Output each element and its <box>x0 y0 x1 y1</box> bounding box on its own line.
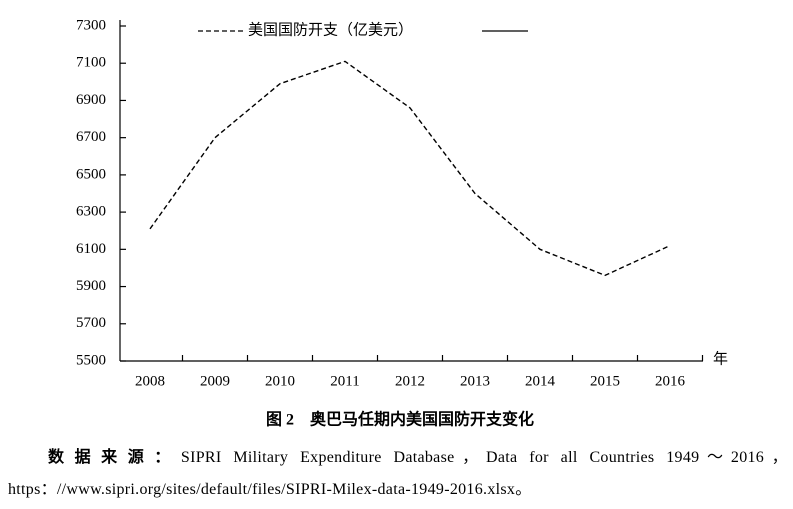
y-tick-label: 5900 <box>76 278 106 294</box>
x-tick-label: 2016 <box>655 373 686 389</box>
source-note: 数据来源：SIPRI Military Expenditure Database… <box>8 442 788 506</box>
y-tick-label: 6900 <box>76 92 106 108</box>
y-tick-label: 5700 <box>76 315 106 331</box>
caption: 图 2 奥巴马任期内美国国防开支变化 <box>266 410 534 429</box>
x-tick-label: 2012 <box>395 373 425 389</box>
y-tick-label: 6500 <box>76 166 106 182</box>
x-tick-label: 2010 <box>265 373 295 389</box>
x-tick-label: 2008 <box>135 373 165 389</box>
x-tick-label: 2011 <box>330 373 359 389</box>
y-tick-label: 7100 <box>76 55 106 71</box>
x-axis-label: 年 <box>713 350 728 367</box>
x-tick-label: 2015 <box>590 373 620 389</box>
x-tick-label: 2013 <box>460 373 490 389</box>
note-text: SIPRI Military Expenditure Database，Data… <box>8 449 788 498</box>
y-tick-label: 6700 <box>76 129 106 145</box>
note-label: 数据来源： <box>48 449 181 466</box>
y-tick-label: 7300 <box>76 17 106 33</box>
chart: 美国国防开支（亿美元） 年 图 2 奥巴马任期内美国国防开支变化 5500 570… <box>76 17 728 429</box>
legend-label: 美国国防开支（亿美元） <box>248 21 413 38</box>
y-tick-label: 6300 <box>76 204 106 220</box>
data-line <box>149 60 671 277</box>
x-tick-label: 2009 <box>200 373 230 389</box>
x-tick-label: 2014 <box>525 373 556 389</box>
y-tick-label: 5500 <box>76 352 106 368</box>
y-tick-label: 6100 <box>76 241 106 257</box>
